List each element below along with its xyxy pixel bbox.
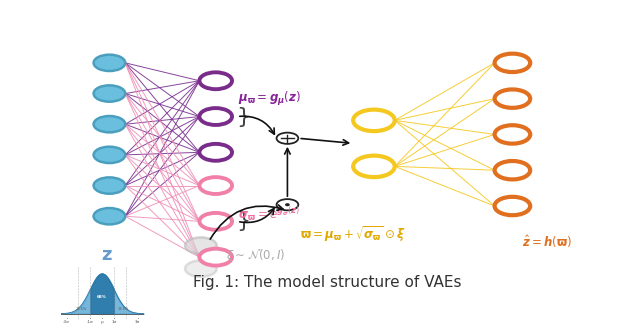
Ellipse shape bbox=[200, 144, 232, 161]
Ellipse shape bbox=[276, 199, 299, 210]
Text: 13.5%: 13.5% bbox=[118, 307, 129, 311]
Text: -3σ: -3σ bbox=[63, 320, 70, 324]
Text: 68%: 68% bbox=[97, 295, 107, 299]
Text: Fig. 1: The model structure of VAEs: Fig. 1: The model structure of VAEs bbox=[193, 275, 461, 290]
Text: $\mathbf{z}$: $\mathbf{z}$ bbox=[101, 246, 113, 264]
Ellipse shape bbox=[94, 147, 125, 163]
Text: $\boldsymbol{\sigma}_{\boldsymbol{\varpi}} = e^{\boldsymbol{g}_{\boldsymbol{\sig: $\boldsymbol{\sigma}_{\boldsymbol{\varpi… bbox=[238, 205, 300, 223]
Ellipse shape bbox=[494, 125, 530, 144]
Ellipse shape bbox=[200, 72, 232, 89]
Text: $\}$: $\}$ bbox=[236, 105, 249, 128]
Ellipse shape bbox=[494, 89, 530, 108]
Text: 13.5%: 13.5% bbox=[75, 307, 86, 311]
Text: $\xi\sim\mathcal{N}(0,I)$: $\xi\sim\mathcal{N}(0,I)$ bbox=[226, 247, 285, 264]
Ellipse shape bbox=[185, 261, 217, 277]
Ellipse shape bbox=[94, 85, 125, 102]
Ellipse shape bbox=[94, 116, 125, 132]
Text: 3σ: 3σ bbox=[135, 320, 140, 324]
Ellipse shape bbox=[185, 237, 217, 254]
Ellipse shape bbox=[200, 108, 232, 125]
Ellipse shape bbox=[200, 177, 232, 194]
Text: $\hat{\boldsymbol{z}} = \boldsymbol{h}(\boldsymbol{\varpi})$: $\hat{\boldsymbol{z}} = \boldsymbol{h}(\… bbox=[523, 233, 572, 250]
Ellipse shape bbox=[94, 55, 125, 71]
Ellipse shape bbox=[200, 249, 232, 266]
Ellipse shape bbox=[276, 133, 299, 144]
Ellipse shape bbox=[353, 110, 395, 131]
Ellipse shape bbox=[353, 156, 395, 177]
Text: $\boldsymbol{\varpi} = \boldsymbol{\mu}_{\boldsymbol{\varpi}} + \sqrt{\boldsymbo: $\boldsymbol{\varpi} = \boldsymbol{\mu}_… bbox=[300, 224, 406, 244]
Text: $\}$: $\}$ bbox=[236, 209, 249, 233]
Ellipse shape bbox=[94, 177, 125, 194]
Ellipse shape bbox=[286, 204, 289, 206]
Ellipse shape bbox=[200, 213, 232, 230]
Text: μ: μ bbox=[101, 320, 103, 324]
Text: -1σ: -1σ bbox=[87, 320, 94, 324]
Ellipse shape bbox=[494, 161, 530, 179]
Text: $\boldsymbol{\mu}_{\boldsymbol{\varpi}} = \boldsymbol{g}_{\boldsymbol{\mu}}(\bol: $\boldsymbol{\mu}_{\boldsymbol{\varpi}} … bbox=[238, 90, 301, 108]
Ellipse shape bbox=[94, 208, 125, 224]
Text: 1σ: 1σ bbox=[112, 320, 117, 324]
Ellipse shape bbox=[494, 54, 530, 72]
Ellipse shape bbox=[494, 197, 530, 215]
